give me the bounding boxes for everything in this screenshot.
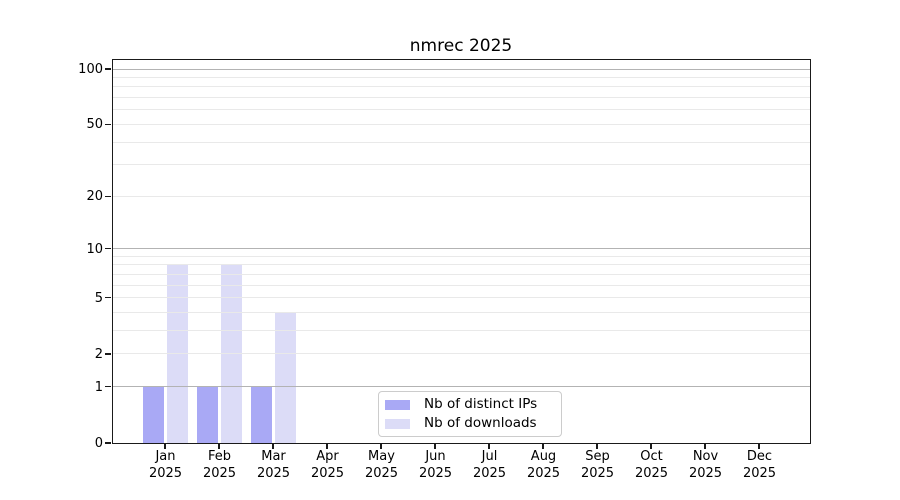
gridline-minor [113, 312, 810, 314]
x-tick-label: Nov 2025 [688, 449, 723, 481]
y-tick-mark [104, 386, 111, 388]
x-tick-mark [650, 443, 652, 449]
gridline-minor [113, 109, 810, 111]
x-tick-mark [380, 443, 382, 449]
legend-swatch-downloads-icon [385, 418, 410, 429]
x-tick-mark [326, 443, 328, 449]
x-tick-label: Feb 2025 [202, 449, 237, 481]
x-axis-labels: Jan 2025 Feb 2025 Mar 2025 Apr 2025 May 2025… [114, 449, 811, 489]
legend-row-downloads: Nb of downloads [385, 416, 553, 431]
x-tick-label: May 2025 [364, 449, 399, 481]
y-tick-label: 2 [94, 346, 103, 362]
legend-row-distinct-ips: Nb of distinct IPs [385, 397, 553, 412]
y-tick-mark [104, 248, 111, 250]
gridline-minor [113, 274, 810, 276]
gridline-minor [113, 330, 810, 332]
gridline-minor [113, 195, 810, 197]
x-tick-mark [704, 443, 706, 449]
y-tick-mark [104, 195, 111, 197]
legend-label-distinct-ips: Nb of distinct IPs [424, 396, 538, 412]
gridline-minor [113, 141, 810, 143]
y-tick-label: 10 [86, 241, 103, 257]
legend-swatch-distinct-ips-icon [385, 399, 410, 410]
y-tick-label: 1 [94, 379, 103, 395]
x-tick-mark [218, 443, 220, 449]
gridline-minor [113, 86, 810, 88]
x-tick-label: Jan 2025 [148, 449, 183, 481]
gridline-major [113, 248, 810, 250]
y-tick-label: 100 [78, 62, 103, 78]
x-tick-mark [272, 443, 274, 449]
gridline-minor [113, 264, 810, 266]
x-tick-label: Aug 2025 [526, 449, 561, 481]
y-tick-label: 5 [94, 290, 103, 306]
gridline-minor [113, 77, 810, 79]
y-tick-mark [104, 353, 111, 355]
bar-distinct-ips [251, 386, 272, 443]
x-tick-label: Apr 2025 [310, 449, 345, 481]
gridline-minor [113, 353, 810, 355]
x-tick-mark [164, 443, 166, 449]
bar-downloads [275, 312, 296, 443]
x-tick-mark [434, 443, 436, 449]
gridline-major [113, 386, 810, 388]
y-tick-label: 20 [86, 189, 103, 205]
y-tick-mark [104, 123, 111, 126]
gridline-major [113, 68, 810, 70]
x-tick-label: Jul 2025 [472, 449, 507, 481]
y-tick-mark [104, 68, 111, 70]
legend-label-downloads: Nb of downloads [424, 415, 537, 431]
x-tick-label: Mar 2025 [256, 449, 291, 481]
gridline-minor [113, 255, 810, 257]
gridline-minor [113, 284, 810, 286]
plot-area [104, 59, 811, 449]
x-tick-mark [488, 443, 490, 449]
x-tick-mark [758, 443, 760, 449]
gridline-minor [113, 97, 810, 99]
x-tick-mark [542, 443, 544, 449]
y-tick-label: 50 [86, 117, 103, 133]
x-tick-mark [596, 443, 598, 449]
x-tick-label: Jun 2025 [418, 449, 453, 481]
x-tick-label: Oct 2025 [634, 449, 669, 481]
x-tick-label: Dec 2025 [742, 449, 777, 481]
bar-distinct-ips [143, 386, 164, 443]
gridline-minor [113, 297, 810, 299]
legend: Nb of distinct IPs Nb of downloads [378, 391, 562, 437]
gridline-minor [113, 164, 810, 166]
x-tick-label: Sep 2025 [580, 449, 615, 481]
y-axis-labels: 0 1 2 5 10 20 50 100 [0, 61, 103, 451]
y-tick-mark [104, 297, 111, 299]
gridline-minor [113, 123, 810, 125]
chart-title: nmrec 2025 [409, 36, 513, 56]
y-tick-label: 0 [94, 436, 103, 451]
bar-distinct-ips [197, 386, 218, 443]
y-tick-mark [104, 442, 111, 444]
